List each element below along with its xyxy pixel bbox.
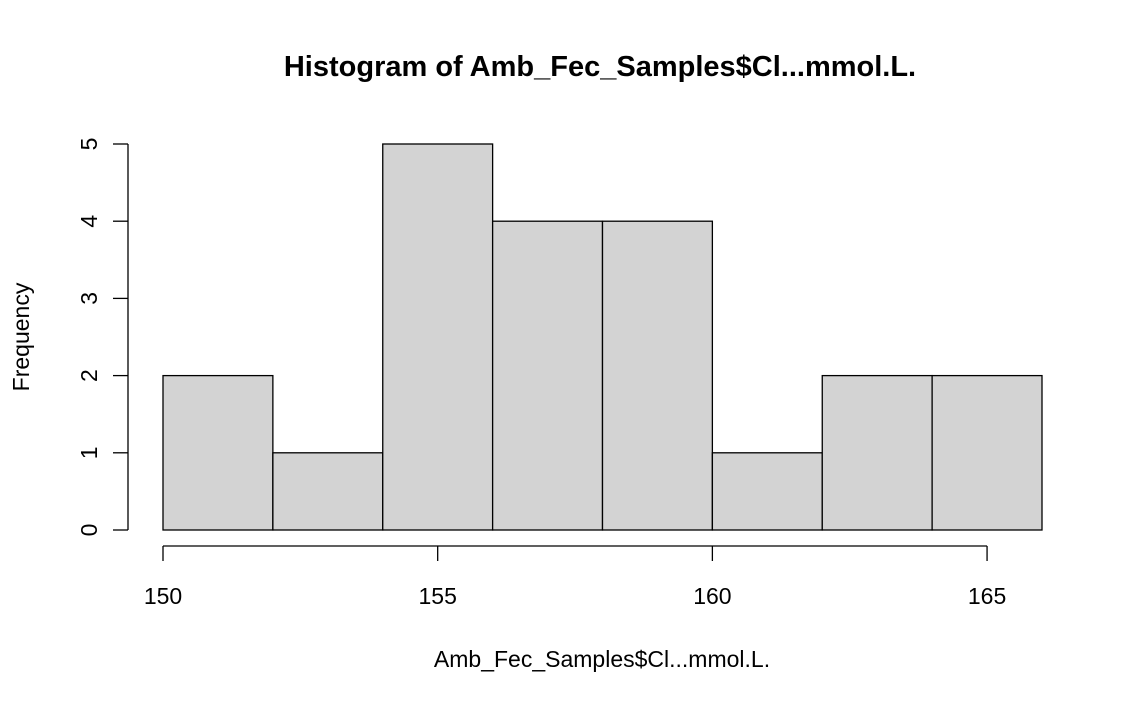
histogram-bar-0 — [162, 374, 274, 531]
x-tick-label: 160 — [693, 583, 731, 609]
y-tick-label: 3 — [76, 292, 102, 305]
y-tick-label: 0 — [76, 524, 102, 537]
histogram-bar-2 — [382, 143, 494, 531]
y-tick-label: 2 — [76, 369, 102, 382]
y-axis: 0 1 2 3 4 5 — [76, 138, 129, 537]
y-axis-label: Frequency — [8, 282, 34, 391]
histogram-bar-1 — [272, 452, 384, 531]
y-tick-label: 5 — [76, 138, 102, 151]
histogram-bar-3 — [491, 220, 604, 531]
x-tick-label: 150 — [144, 583, 182, 609]
histogram-bar-6 — [821, 374, 933, 531]
histogram-bar-7 — [931, 374, 1043, 531]
x-tick-label: 155 — [419, 583, 457, 609]
y-tick-label: 1 — [76, 446, 102, 459]
x-tick-label: 165 — [968, 583, 1006, 609]
x-axis: 150 155 160 165 — [144, 545, 1006, 609]
histogram-bar-5 — [711, 452, 823, 531]
histogram-bar-4 — [601, 220, 714, 531]
y-tick-label: 4 — [76, 215, 102, 228]
x-axis-label: Amb_Fec_Samples$Cl...mmol.L. — [434, 646, 770, 672]
chart-title: Histogram of Amb_Fec_Samples$Cl...mmol.L… — [284, 51, 916, 83]
bars-group — [162, 143, 1043, 531]
